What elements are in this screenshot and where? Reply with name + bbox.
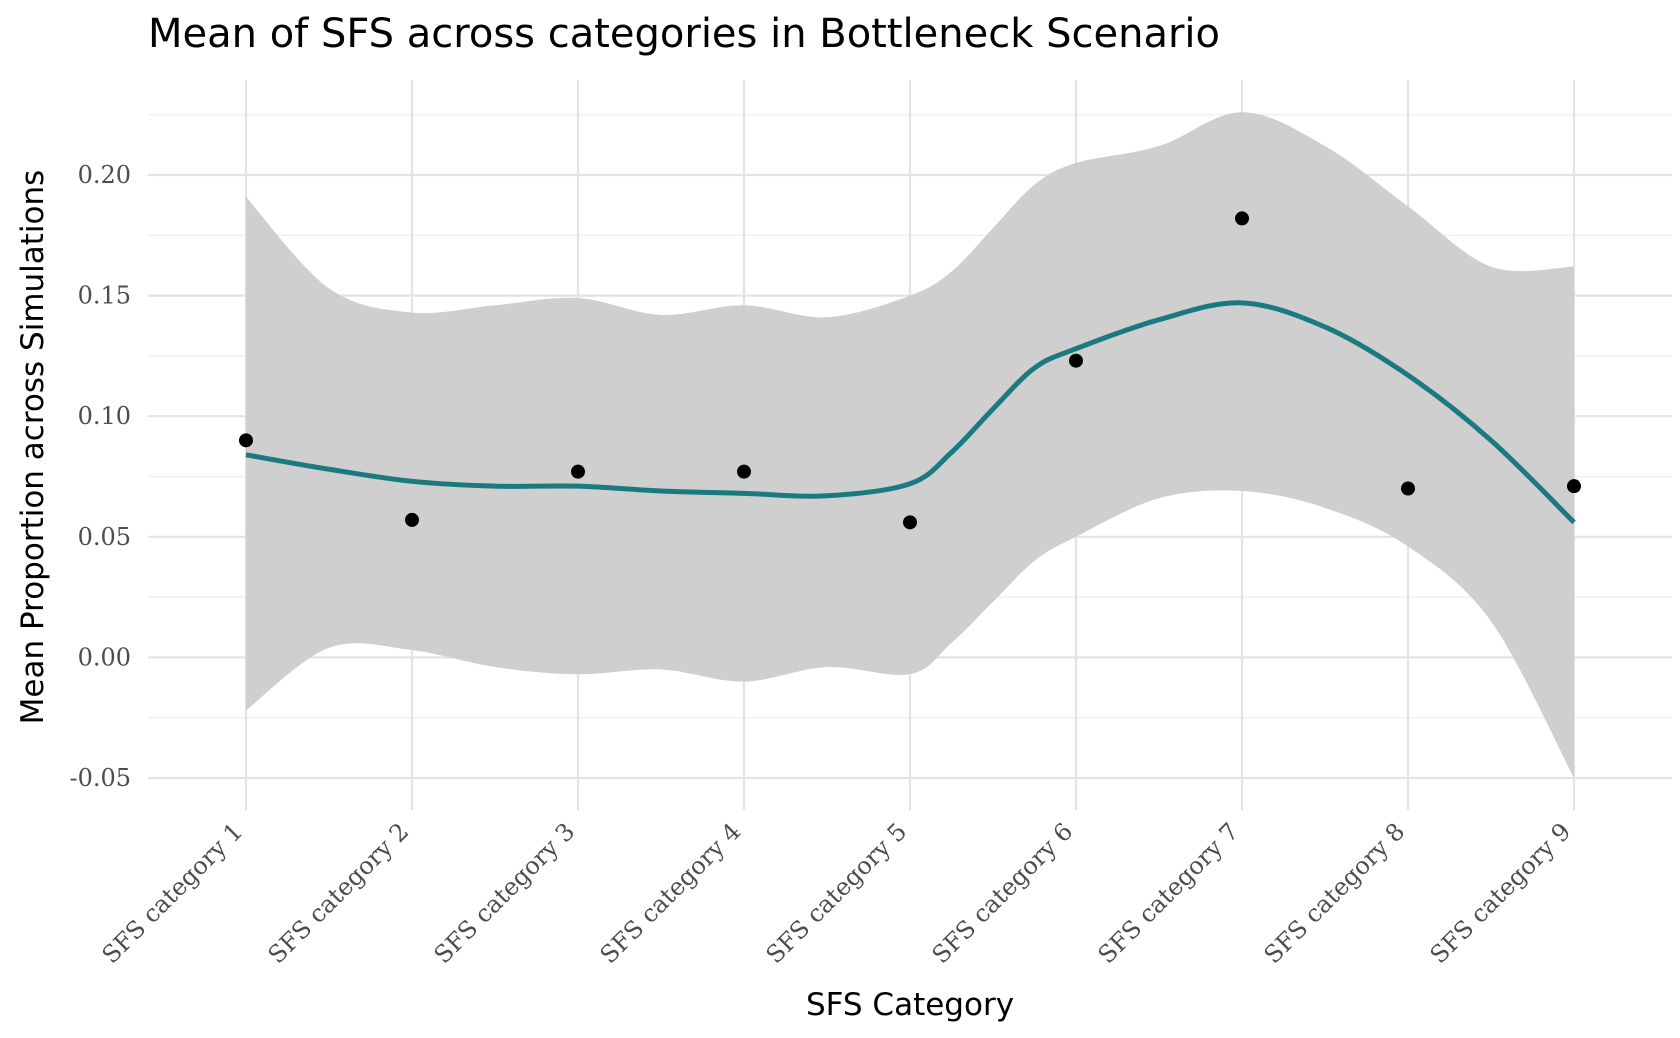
- y-tick-label: 0.05: [78, 523, 131, 551]
- y-axis-ticks: -0.05 0.00 0.05 0.10 0.15 0.20: [69, 161, 131, 792]
- y-axis-title: Mean Proportion across Simulations: [15, 170, 51, 725]
- confidence-band-area: [246, 112, 1574, 779]
- x-tick-label: SFS category 5: [761, 817, 913, 969]
- data-point: [571, 464, 585, 479]
- data-point: [737, 464, 751, 479]
- chart-title: Mean of SFS across categories in Bottlen…: [148, 11, 1220, 57]
- y-tick-label: 0.00: [78, 643, 131, 671]
- data-point: [1069, 353, 1083, 368]
- data-point: [1401, 481, 1415, 496]
- x-tick-label: SFS category 9: [1425, 817, 1577, 969]
- data-point: [1567, 479, 1581, 494]
- x-tick-label: SFS category 6: [927, 817, 1079, 969]
- x-tick-label: SFS category 4: [595, 817, 747, 969]
- data-point: [405, 512, 419, 527]
- x-tick-label: SFS category 8: [1259, 817, 1411, 969]
- data-points: [239, 211, 1581, 530]
- x-axis-ticks: SFS category 1 SFS category 2 SFS category…: [97, 817, 1577, 969]
- confidence-band: [246, 112, 1574, 779]
- x-tick-label: SFS category 2: [263, 817, 415, 969]
- y-tick-label: 0.15: [78, 282, 131, 310]
- data-point: [239, 433, 253, 448]
- data-point: [1235, 211, 1249, 226]
- y-tick-label: 0.10: [78, 402, 131, 430]
- x-tick-label: SFS category 3: [429, 817, 581, 969]
- smooth-line: [245, 300, 1576, 525]
- y-tick-label: 0.20: [78, 161, 131, 189]
- smooth-trend-line: [245, 300, 1576, 525]
- x-tick-label: SFS category 7: [1093, 817, 1245, 969]
- x-axis-title: SFS Category: [806, 987, 1014, 1023]
- x-tick-label: SFS category 1: [97, 817, 249, 969]
- data-point: [903, 515, 917, 530]
- y-tick-label: -0.05: [69, 764, 131, 792]
